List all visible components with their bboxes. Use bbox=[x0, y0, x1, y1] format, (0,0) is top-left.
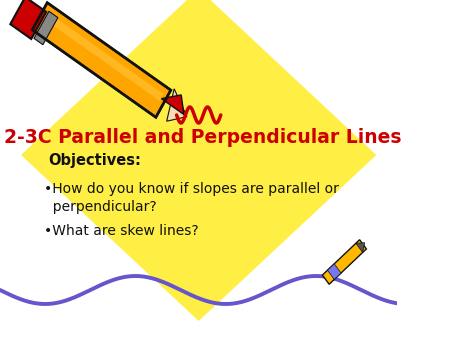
Polygon shape bbox=[34, 11, 58, 45]
Text: •How do you know if slopes are parallel or
  perpendicular?: •How do you know if slopes are parallel … bbox=[44, 182, 339, 214]
Text: •What are skew lines?: •What are skew lines? bbox=[44, 224, 199, 238]
Polygon shape bbox=[328, 264, 341, 280]
Polygon shape bbox=[10, 0, 46, 39]
Text: 2-3C Parallel and Perpendicular Lines: 2-3C Parallel and Perpendicular Lines bbox=[4, 128, 402, 147]
Polygon shape bbox=[40, 9, 163, 101]
Polygon shape bbox=[32, 3, 171, 117]
Polygon shape bbox=[22, 0, 375, 320]
Polygon shape bbox=[356, 243, 364, 252]
Polygon shape bbox=[162, 95, 184, 115]
Text: Objectives:: Objectives: bbox=[49, 153, 141, 168]
Polygon shape bbox=[166, 89, 187, 121]
Polygon shape bbox=[322, 240, 366, 284]
